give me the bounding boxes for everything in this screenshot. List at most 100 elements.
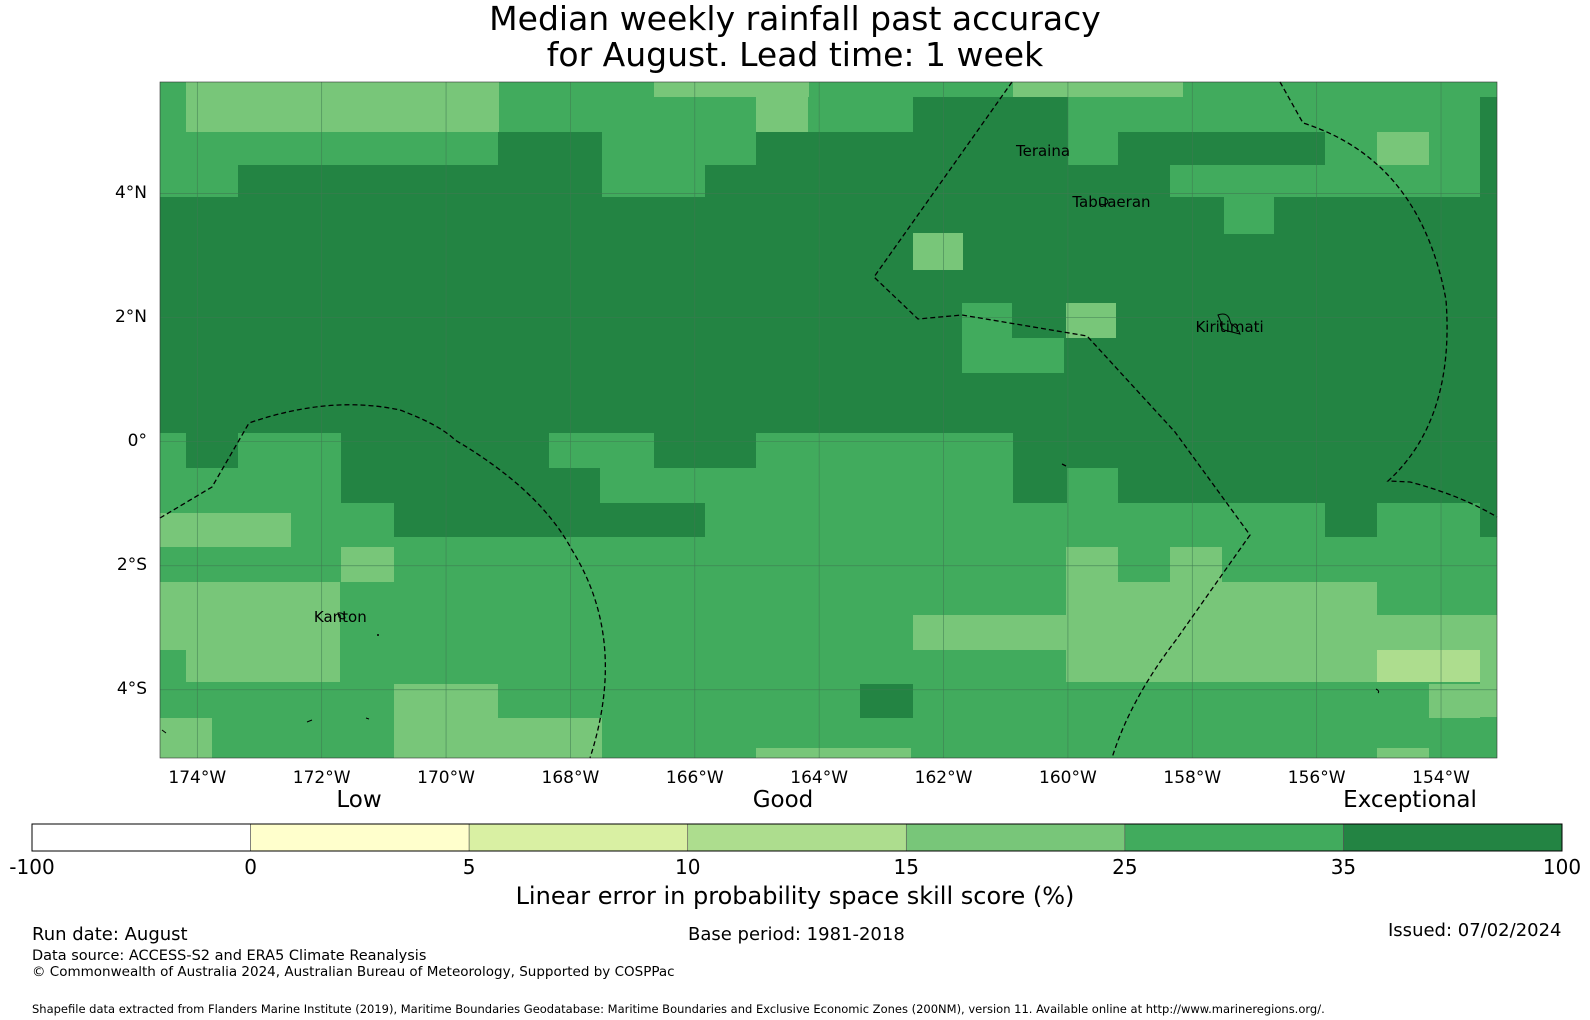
grid-cell-block: [860, 684, 913, 718]
latitude-tick-label: 0°: [127, 430, 147, 451]
grid-cell-block: [498, 132, 602, 165]
grid-cell-block: [1224, 197, 1274, 234]
island-outline-reef-5: [161, 729, 167, 734]
grid-cell-block: [1170, 132, 1325, 165]
eez-boundary-line-islands: [1279, 81, 1498, 518]
grid-cell-block: [1480, 97, 1497, 197]
grid-cell-block: [160, 650, 186, 682]
longitude-tick-label: 154°W: [1412, 768, 1470, 788]
grid-cell-block: [1013, 82, 1183, 97]
grid-cell-block: [341, 433, 549, 468]
grid-cell-block: [341, 468, 600, 503]
grid-cell-block: [1170, 165, 1224, 197]
grid-cell-block: [913, 615, 1066, 650]
colorbar-tick-label: 25: [1112, 855, 1138, 879]
grid-cell-block: [1377, 650, 1480, 682]
grid-cell-block: [1012, 338, 1064, 373]
colorbar-tick-label: 10: [674, 855, 701, 879]
grid-cell-block: [160, 582, 340, 682]
grid-cell-block: [1118, 132, 1170, 165]
latitude-tick-label: 4°S: [116, 678, 147, 699]
island-outline-reef-4: [1375, 688, 1380, 694]
grid-cell-block: [1326, 165, 1480, 197]
grid-cell-block: [1377, 748, 1429, 758]
colorbar-tick-label: 100: [1542, 855, 1582, 879]
colorbar-segment: [687, 823, 907, 852]
grid-cell-block: [1066, 547, 1118, 582]
grid-cell-block: [160, 718, 212, 758]
grid-cell-block: [186, 82, 499, 132]
colorbar-tick-label: 15: [893, 855, 919, 879]
longitude-tick-label: 168°W: [541, 768, 600, 788]
colorbar-segment: [468, 823, 689, 852]
longitude-tick-label: 172°W: [292, 768, 351, 788]
island-outline-kiritimati: [1217, 313, 1241, 335]
graticule: [160, 82, 1497, 758]
grid-cell-block: [913, 233, 963, 270]
latitude-tick-label: 2°N: [114, 306, 147, 327]
grid-cell-block: [1480, 503, 1497, 537]
colorbar-category-label: Low: [336, 787, 382, 813]
latitude-tick-label: 4°N: [114, 182, 147, 203]
copyright-notice: © Commonwealth of Australia 2024, Austra…: [32, 964, 675, 980]
colorbar-segment: [31, 823, 251, 852]
island-outlines: [161, 197, 1380, 734]
shapefile-credit: Shapefile data extracted from Flanders M…: [32, 1002, 1325, 1016]
grid-cell-block: [1429, 684, 1480, 718]
grid-cell-block: [705, 165, 1170, 197]
grid-cell-block: [498, 718, 602, 758]
longitude-tick-label: 162°W: [914, 768, 973, 788]
grid-cell-block: [1325, 503, 1377, 537]
colorbar-outline: [31, 823, 1563, 852]
longitude-tick-label: 174°W: [168, 768, 227, 788]
grid-cell-block: [1377, 132, 1429, 165]
longitude-tick-label: 166°W: [665, 768, 724, 788]
colorbar-segment: [1343, 823, 1563, 852]
colorbar-category-label: Exceptional: [1343, 787, 1477, 813]
grid-cell-block: [186, 433, 238, 468]
map-frame: [159, 81, 1498, 759]
island-label: Kanton: [313, 607, 367, 626]
base-period: Base period: 1981-2018: [688, 924, 905, 945]
eez-boundaries: [159, 81, 1498, 759]
eez-boundary-fragment: [1061, 463, 1067, 467]
grid-cell-block: [1377, 615, 1497, 650]
grid-cell-block: [1118, 468, 1497, 503]
grid-cell-block: [1170, 547, 1222, 582]
run-date: Run date: August: [32, 924, 188, 945]
grid-cell-block: [1066, 582, 1377, 682]
grid-cell-block: [756, 748, 911, 758]
grid-cell-block: [1066, 303, 1116, 338]
longitude-tick-label: 158°W: [1163, 768, 1222, 788]
map-title-line1: Median weekly rainfall past accuracy: [489, 0, 1101, 38]
grid-cell-block: [394, 503, 705, 537]
island-label: Teraina: [1015, 142, 1071, 161]
grid-cell-block: [341, 547, 394, 582]
colorbar-tick-label: 5: [462, 855, 476, 879]
eez-boundary-phoenix-islands: [159, 404, 607, 759]
island-outline-reef-2: [306, 719, 313, 723]
colorbar-tick-label: 0: [244, 855, 257, 879]
island-outline-teraina: [1099, 197, 1109, 206]
island-label: Kiritimati: [1195, 317, 1264, 336]
island-outline-kanton: [337, 612, 346, 620]
grid-cell-block: [1013, 433, 1497, 468]
grid-cell-block: [160, 513, 291, 547]
longitude-tick-label: 164°W: [790, 768, 849, 788]
colorbar-tick-label: 35: [1330, 855, 1357, 879]
grid-cell-block: [756, 132, 913, 165]
colorbar: [31, 823, 1563, 852]
colorbar-category-label: Good: [752, 787, 814, 813]
grid-cell-block: [1013, 468, 1067, 503]
grid-cell-block: [654, 433, 756, 468]
colorbar-label: Linear error in probability space skill …: [515, 882, 1075, 910]
grid-cell-block: [160, 197, 1497, 433]
longitude-tick-label: 160°W: [1039, 768, 1097, 788]
latitude-tick-label: 2°S: [116, 554, 147, 575]
colorbar-segment: [250, 823, 470, 852]
colorbar-tick-label: -100: [9, 855, 55, 879]
colorbar-segment: [1124, 823, 1344, 852]
island-outline-reef-3: [365, 717, 370, 720]
skill-score-grid: [160, 82, 1497, 758]
